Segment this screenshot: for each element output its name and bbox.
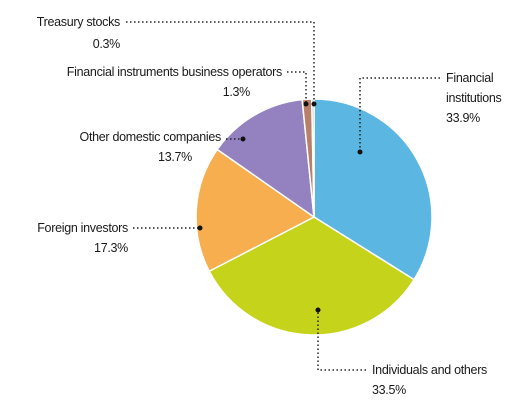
slice-value-label: 1.3%	[222, 85, 251, 99]
leader-dot	[311, 101, 317, 107]
slice-label: Foreign investors	[37, 221, 128, 235]
leader-dot	[357, 149, 363, 155]
slice-value-label: 33.5%	[372, 383, 406, 397]
leader-dot	[315, 307, 321, 313]
slice-label: Individuals and others	[372, 363, 488, 377]
pie-slice	[313, 98, 433, 281]
leader-line	[126, 21, 315, 104]
leader-dot	[303, 101, 309, 107]
leader-line	[317, 310, 366, 371]
leader-line	[359, 77, 440, 152]
slice-label: Financial instruments business operators	[66, 65, 283, 79]
slice-value-label: 17.3%	[94, 241, 128, 255]
slice-label: Other domestic companies	[79, 130, 222, 144]
leader-line	[287, 71, 307, 104]
slice-label: Treasury stocks	[36, 15, 121, 29]
slice-value-label: 13.7%	[158, 150, 192, 164]
slice-label: Financial institutions	[446, 71, 502, 105]
pie-slice	[216, 98, 315, 219]
slice-value-label: 0.3%	[92, 37, 121, 51]
pie-slice	[208, 216, 416, 336]
leader-dot	[197, 225, 203, 231]
leader-dot	[240, 136, 246, 142]
pie-slice	[195, 148, 316, 273]
slice-value-label: 33.9%	[446, 111, 480, 125]
